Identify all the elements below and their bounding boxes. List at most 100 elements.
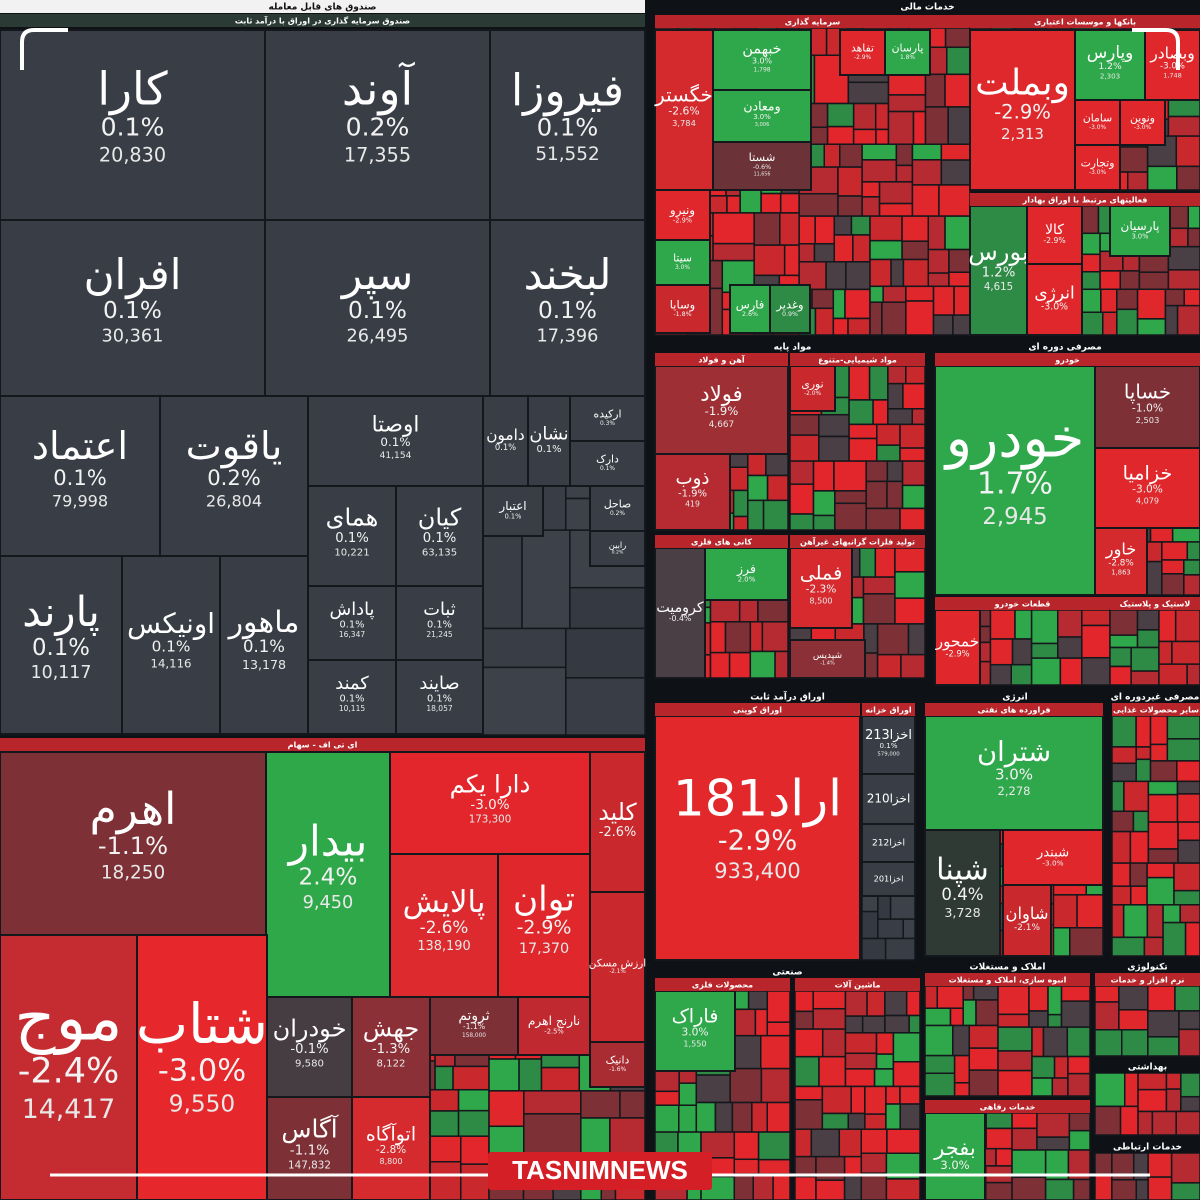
filler-tile [812, 990, 847, 1010]
filler-tile [1136, 288, 1167, 320]
filler-tile [789, 460, 815, 485]
filler-tile [1011, 1149, 1047, 1179]
filler-tile [1167, 269, 1200, 291]
watermark-box [488, 1152, 712, 1190]
filler-tile [1149, 760, 1178, 783]
tile-volume: 51,552 [535, 144, 599, 165]
filler-tile [832, 288, 846, 320]
tile-change: 0.2% [612, 550, 624, 556]
filler-tile [1123, 1072, 1139, 1108]
filler-tile [997, 1069, 1033, 1097]
filler-tile [847, 1112, 866, 1130]
filler-tile [1176, 165, 1200, 191]
tile-change: 0.2% [346, 113, 410, 142]
tile-change: -3.0% [1041, 301, 1068, 312]
tile-name: وپارس [1087, 42, 1133, 63]
filler-tile [901, 215, 930, 242]
filler-tile [1165, 1088, 1182, 1113]
filler-tile [895, 143, 914, 167]
filler-tile [794, 1055, 820, 1088]
filler-tile [911, 184, 940, 217]
tile-change: 0.1% [32, 635, 90, 661]
tile-name: انرژی [1034, 283, 1074, 303]
tile [1094, 447, 1200, 529]
filler-tile [1174, 985, 1200, 1012]
tile-volume: 63,135 [422, 547, 457, 558]
tile [1074, 29, 1146, 101]
tile-name: اخزا213 [865, 728, 912, 743]
filler-tile [1011, 1112, 1038, 1130]
filler-tile [794, 1128, 813, 1158]
filler-tile [847, 81, 890, 105]
filler-tile [869, 215, 903, 242]
header-title: آهن و فولاد [698, 355, 745, 365]
tile-change: 3.0% [995, 766, 1033, 784]
tile [934, 609, 981, 686]
filler-tile [899, 1103, 921, 1130]
tile-change: 2.0% [738, 575, 756, 583]
filler-tile [1047, 1013, 1063, 1028]
tile [0, 934, 138, 1200]
header-title: لاستیک و پلاستیک [1120, 600, 1191, 609]
filler-tile [886, 480, 904, 510]
filler-tile [985, 1181, 1013, 1200]
tile [589, 1041, 646, 1088]
tile-change: 0.1% [348, 297, 407, 324]
filler-tile [1081, 624, 1111, 659]
header-bar [655, 703, 860, 716]
filler-tile [878, 202, 914, 217]
tile-change: -2.9% [718, 825, 797, 856]
tile-name: همای [326, 504, 379, 532]
filler-tile [1011, 1127, 1038, 1151]
header-bar [1095, 1060, 1200, 1073]
filler-tile [1184, 921, 1200, 957]
filler-tile [905, 300, 935, 336]
filler-tile [1132, 810, 1150, 833]
filler-tile [997, 1026, 1033, 1052]
filler-tile [1129, 830, 1150, 864]
filler-tile [894, 597, 926, 625]
filler-tile [1135, 746, 1152, 761]
tile-change: 0.1% [103, 297, 162, 324]
filler-tile [1186, 663, 1200, 686]
filler-tile [850, 215, 871, 236]
filler-tile [1111, 715, 1137, 748]
filler-tile [818, 413, 850, 438]
filler-tile [997, 1050, 1033, 1072]
filler-tile [760, 192, 782, 214]
filler-tile [901, 484, 926, 510]
tile-name: توان [513, 879, 575, 919]
filler-tile [940, 143, 971, 161]
header-bar [1110, 690, 1200, 703]
filler-tile [1068, 1129, 1091, 1151]
filler-tile [900, 653, 926, 679]
watermark: TASNIMNEWS [512, 1155, 688, 1185]
filler-tile [927, 248, 950, 274]
filler-tile [794, 1175, 817, 1200]
filler-tile [1166, 715, 1200, 740]
filler-tile [938, 184, 971, 217]
tile-name: دانیک [606, 1054, 630, 1067]
filler-tile [1111, 746, 1137, 765]
header-bar [1095, 960, 1200, 973]
filler-tile [753, 244, 786, 277]
tile [884, 29, 931, 76]
header-bar [925, 1100, 1090, 1113]
tile-change: 3.0% [1132, 232, 1149, 240]
filler-tile [733, 1173, 754, 1200]
filler-tile [884, 990, 908, 1017]
filler-tile [732, 489, 749, 518]
filler-tile [1135, 715, 1152, 748]
filler-tile [1111, 936, 1146, 957]
tile [1002, 884, 1052, 957]
filler-tile [1076, 894, 1104, 929]
filler-tile [789, 513, 815, 531]
filler-tile [732, 515, 749, 531]
filler-tile [832, 317, 849, 336]
filler-tile [1081, 656, 1111, 686]
filler-tile [779, 212, 800, 246]
tile-change: 0.1% [152, 638, 191, 656]
header-title: اوراق کوپنی [733, 706, 782, 715]
filler-tile [875, 128, 890, 145]
header-bar [655, 978, 790, 991]
